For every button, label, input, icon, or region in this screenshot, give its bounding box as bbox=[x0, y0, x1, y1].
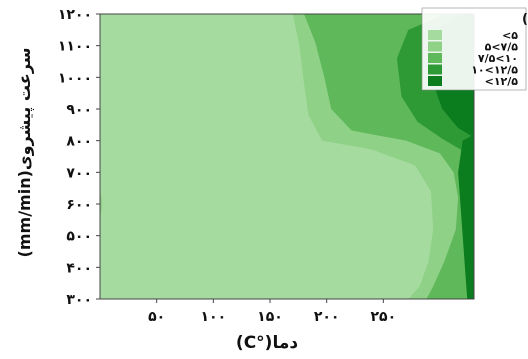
legend-label: <۵ bbox=[502, 29, 518, 42]
y-tick-label: ۴۰۰ bbox=[66, 260, 92, 276]
plot-frame bbox=[99, 13, 475, 300]
y-axis-label: سرعت پیشروی(mm/min) bbox=[15, 48, 35, 258]
y-tick-label: ۸۰۰ bbox=[66, 134, 92, 150]
x-tick-label: ۲۵۰ bbox=[371, 309, 397, 325]
legend-label: ۷/۵<۱۰ bbox=[478, 52, 518, 65]
x-axis-label: دما(°C) bbox=[236, 333, 298, 353]
contour-level-4-edge bbox=[458, 134, 474, 299]
x-axis: ۵۰ ۱۰۰ ۱۵۰ ۲۰۰ ۲۵۰ bbox=[148, 299, 396, 325]
legend-label: ۵<۷/۵ bbox=[485, 41, 519, 54]
legend-swatch bbox=[428, 76, 442, 86]
legend-label: <۱۲/۵ bbox=[485, 75, 519, 88]
x-tick-label: ۱۵۰ bbox=[257, 309, 283, 325]
y-tick-label: ۱۰۰۰ bbox=[58, 70, 92, 86]
legend-swatch bbox=[428, 53, 442, 63]
y-tick-label: ۶۰۰ bbox=[66, 197, 92, 213]
contour-regions bbox=[100, 14, 474, 299]
y-tick-label: ۷۰۰ bbox=[66, 165, 92, 181]
x-tick-label: ۵۰ bbox=[148, 309, 165, 325]
x-tick-label: ۱۰۰ bbox=[201, 309, 227, 325]
y-axis: ۳۰۰ ۴۰۰ ۵۰۰ ۶۰۰ ۷۰۰ ۸۰۰ ۹۰۰ ۱۰۰۰ ۱۱۰۰ ۱۲۰۰ bbox=[58, 7, 100, 308]
legend-swatch bbox=[428, 30, 442, 40]
contour-level-1-left bbox=[100, 191, 103, 217]
legend-title: عمق(mm) bbox=[522, 12, 528, 27]
y-tick-label: ۵۰۰ bbox=[66, 229, 92, 245]
y-tick-label: ۳۰۰ bbox=[66, 292, 92, 308]
legend-label: ۱۰<۱۲/۵ bbox=[471, 64, 518, 77]
legend-swatch bbox=[428, 64, 442, 75]
legend-swatch bbox=[428, 41, 442, 52]
x-tick-label: ۲۰۰ bbox=[314, 309, 340, 325]
y-tick-label: ۱۲۰۰ bbox=[58, 7, 92, 23]
y-tick-label: ۹۰۰ bbox=[66, 102, 92, 118]
y-tick-label: ۱۱۰۰ bbox=[58, 39, 92, 55]
